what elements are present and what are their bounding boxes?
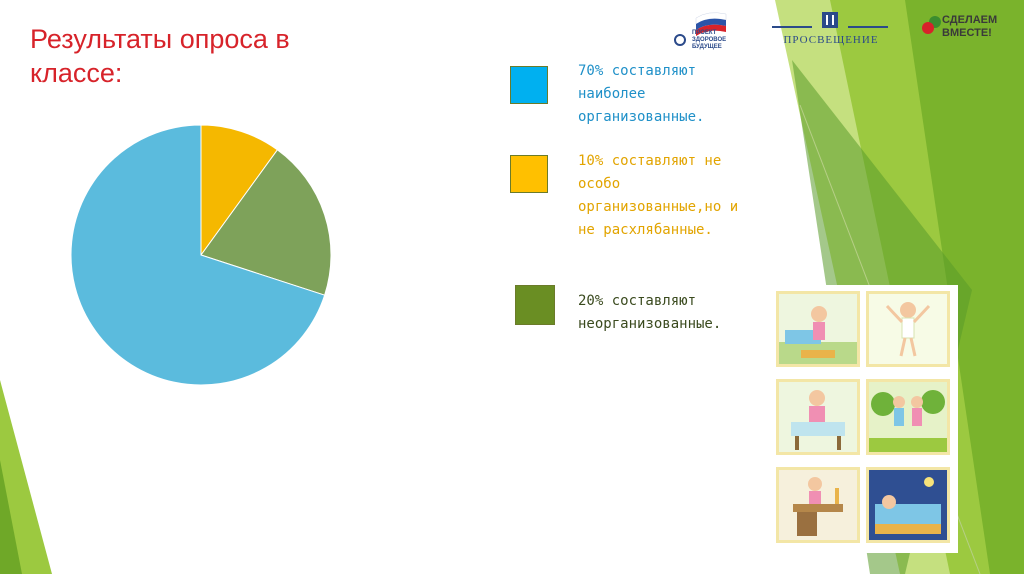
illustration-girl-sleeping: [866, 467, 950, 543]
logo-rule-left: [772, 26, 812, 28]
book-icon: [822, 12, 838, 28]
pie-slice-organized: [70, 124, 326, 386]
logo-rule-right: [848, 26, 888, 28]
illustration-girl-doing-homework: [776, 467, 860, 543]
illustration-girl-exercising: [866, 291, 950, 367]
legend-swatch-organized: [510, 66, 548, 104]
project-logo: ПРОЕКТ ЗДОРОВОЕ БУДУЩЕЕ: [668, 6, 734, 54]
prosveshchenie-text: ПРОСВЕЩЕНИЕ: [783, 34, 879, 46]
pie-slice-disorganized: [200, 149, 332, 296]
legend-swatch-disorganized: [515, 285, 555, 325]
legend-text-organized: 70% составляют наиболее организованные.: [578, 63, 705, 125]
sdelaem-text: СДЕЛАЕМ ВМЕСТЕ!: [942, 14, 998, 39]
prosveshchenie-logo: ПРОСВЕЩЕНИЕ: [770, 8, 890, 50]
pie-slice-moderate: [200, 124, 279, 257]
slide-title: Результаты опроса в классе:: [30, 24, 290, 88]
project-logo-text: ПРОЕКТ ЗДОРОВОЕ БУДУЩЕЕ: [692, 30, 727, 50]
legend-text-moderate: 10% составляют не особо организованные,н…: [578, 153, 739, 238]
illustration-girl-eating-breakfast: [776, 379, 860, 455]
project-flag-icon: [674, 12, 727, 46]
clover-icon: [921, 13, 941, 34]
illustration-girl-waking-up: [776, 291, 860, 367]
legend-text-disorganized: 20% составляют неорганизованные.: [578, 293, 722, 332]
pie-chart: [70, 124, 332, 386]
sdelaem-vmeste-logo: СДЕЛАЕМ ВМЕСТЕ!: [918, 6, 1002, 52]
daily-routine-illustrations: [768, 285, 958, 553]
illustration-girls-walking: [866, 379, 950, 455]
legend-swatch-moderate: [510, 155, 548, 193]
